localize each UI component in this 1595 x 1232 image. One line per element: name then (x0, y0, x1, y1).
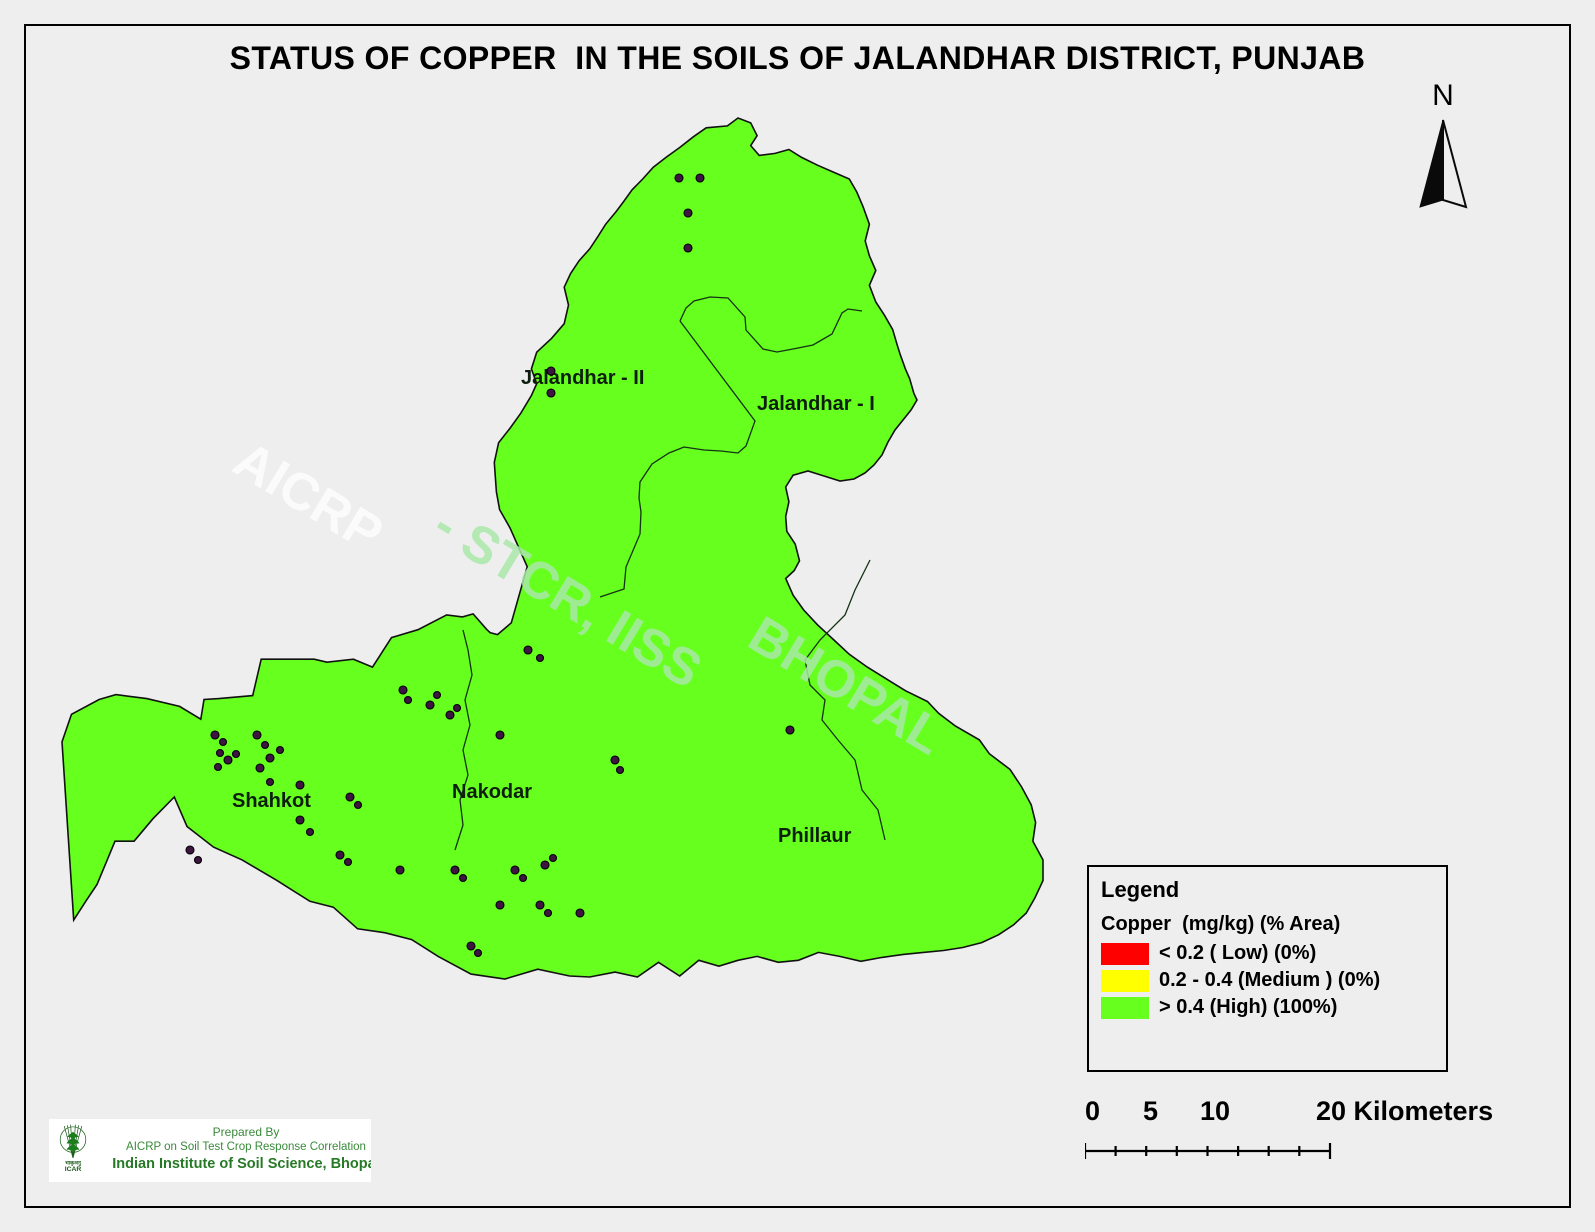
svg-text:10: 10 (1200, 1096, 1230, 1126)
svg-text:Phillaur: Phillaur (778, 825, 852, 847)
svg-text:N: N (1432, 79, 1454, 112)
svg-text:ICAR: ICAR (65, 1166, 82, 1173)
svg-text:Jalandhar - I: Jalandhar - I (757, 393, 875, 415)
svg-text:Nakodar: Nakodar (452, 781, 532, 803)
svg-text:5: 5 (1143, 1096, 1158, 1126)
svg-text:Jalandhar - II: Jalandhar - II (521, 367, 644, 389)
svg-text:Prepared By: Prepared By (213, 1125, 280, 1139)
svg-text:Shahkot: Shahkot (232, 790, 311, 812)
svg-text:0: 0 (1085, 1096, 1100, 1126)
svg-text:20 Kilometers: 20 Kilometers (1316, 1096, 1493, 1126)
svg-text:AICRP on Soil Test Crop Respon: AICRP on Soil Test Crop Response Correla… (126, 1141, 366, 1153)
svg-text:Indian Institute of Soil Scien: Indian Institute of Soil Science, Bhopal (112, 1156, 371, 1172)
